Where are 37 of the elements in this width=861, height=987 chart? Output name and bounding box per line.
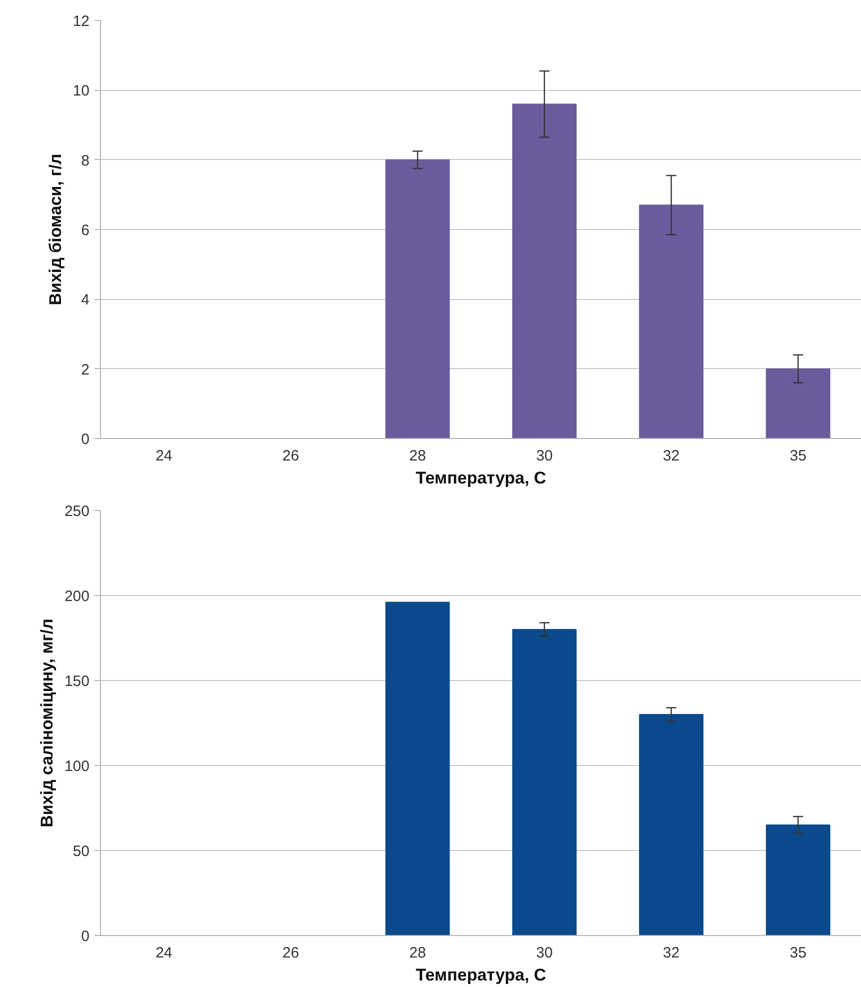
y-axis-title: Вихід біомаси, г/л <box>46 154 65 306</box>
bar <box>639 204 704 438</box>
x-tick-label: 28 <box>409 448 426 464</box>
y-tick-label: 12 <box>72 13 90 30</box>
y-tick-label: 10 <box>72 82 90 100</box>
y-tick-label: 150 <box>64 673 90 690</box>
x-tick-label: 30 <box>536 448 553 464</box>
x-tick-label: 32 <box>662 448 680 464</box>
y-tick-label: 8 <box>81 152 90 170</box>
bar <box>385 159 450 438</box>
x-tick-label: 32 <box>662 944 680 962</box>
bar <box>512 629 577 936</box>
x-tick-label: 35 <box>790 448 806 464</box>
y-axis-title: Вихід саліноміцину, мг/л <box>37 618 56 828</box>
y-tick-label: 2 <box>81 361 90 378</box>
y-tick-label: 200 <box>64 588 90 605</box>
x-axis-title: Температура, С <box>416 966 546 984</box>
y-tick-label: 4 <box>81 292 90 309</box>
y-tick-label: 0 <box>81 928 90 945</box>
x-tick-label: 28 <box>409 944 426 962</box>
bar <box>512 104 577 438</box>
y-tick-label: 6 <box>81 222 90 239</box>
bar <box>766 368 830 438</box>
y-tick-label: 0 <box>81 431 90 448</box>
bar <box>766 824 830 936</box>
x-axis-title: Температура, С <box>416 468 546 488</box>
y-tick-label: 100 <box>64 758 90 775</box>
bar <box>639 714 704 936</box>
x-tick-label: 35 <box>790 944 806 962</box>
y-tick-label: 250 <box>64 503 90 520</box>
bar <box>385 602 450 936</box>
y-tick-label: 50 <box>72 843 90 860</box>
x-tick-label: 30 <box>536 944 553 962</box>
x-tick-label: 26 <box>282 448 300 464</box>
x-tick-label: 24 <box>156 944 172 962</box>
x-tick-label: 24 <box>156 448 172 464</box>
x-tick-label: 26 <box>282 944 300 962</box>
